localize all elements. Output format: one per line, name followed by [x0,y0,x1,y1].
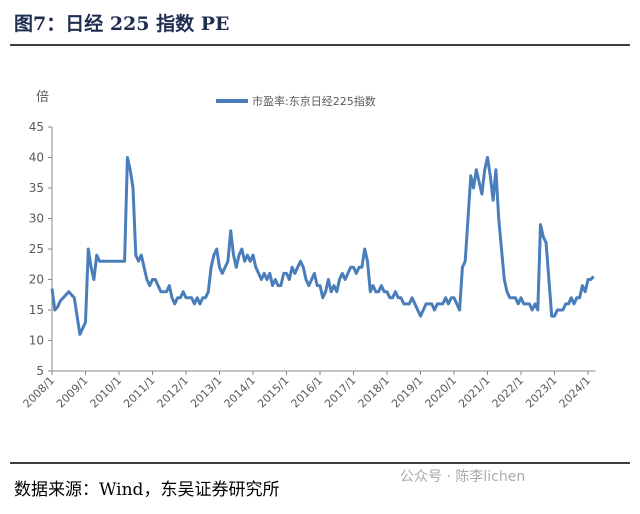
source: 数据来源：Wind，东吴证券研究所 [14,480,279,500]
y-tick-label: 40 [29,151,44,165]
y-tick-label: 35 [29,181,44,195]
y-axis-label: 倍 [36,90,49,105]
y-tick-label: 20 [29,273,44,287]
y-tick-label: 15 [29,303,44,317]
y-tick-label: 5 [36,364,44,378]
line-series [50,156,595,336]
x-tick-label: 2019/1 [389,374,426,411]
x-tick-label: 2015/1 [255,374,292,411]
x-tick-label: 2023/1 [523,374,560,411]
x-tick-label: 2008/1 [21,374,58,411]
x-tick-label: 2009/1 [54,374,91,411]
watermark: 公众号 · 陈李lichen [400,468,525,485]
y-tick-label: 10 [29,334,44,348]
x-tick-label: 2010/1 [88,374,125,411]
y-tick-label: 30 [29,212,44,226]
legend-label: 市盈率:东京日经225指数 [252,94,376,108]
x-tick-label: 2014/1 [222,374,259,411]
y-tick-label: 25 [29,242,44,256]
x-tick-label: 2016/1 [289,374,326,411]
title: 图7：日经 225 指数 PE [14,12,230,35]
x-tick-label: 2012/1 [155,374,192,411]
x-tick-label: 2020/1 [423,374,460,411]
x-tick-label: 2018/1 [356,374,393,411]
x-tick-label: 2017/1 [322,374,359,411]
x-tick-label: 2024/1 [557,374,594,411]
x-tick-label: 2021/1 [456,374,493,411]
x-tick-label: 2011/1 [121,374,158,411]
x-tick-label: 2022/1 [490,374,527,411]
y-tick-label: 45 [29,120,44,134]
x-tick-label: 2013/1 [188,374,225,411]
